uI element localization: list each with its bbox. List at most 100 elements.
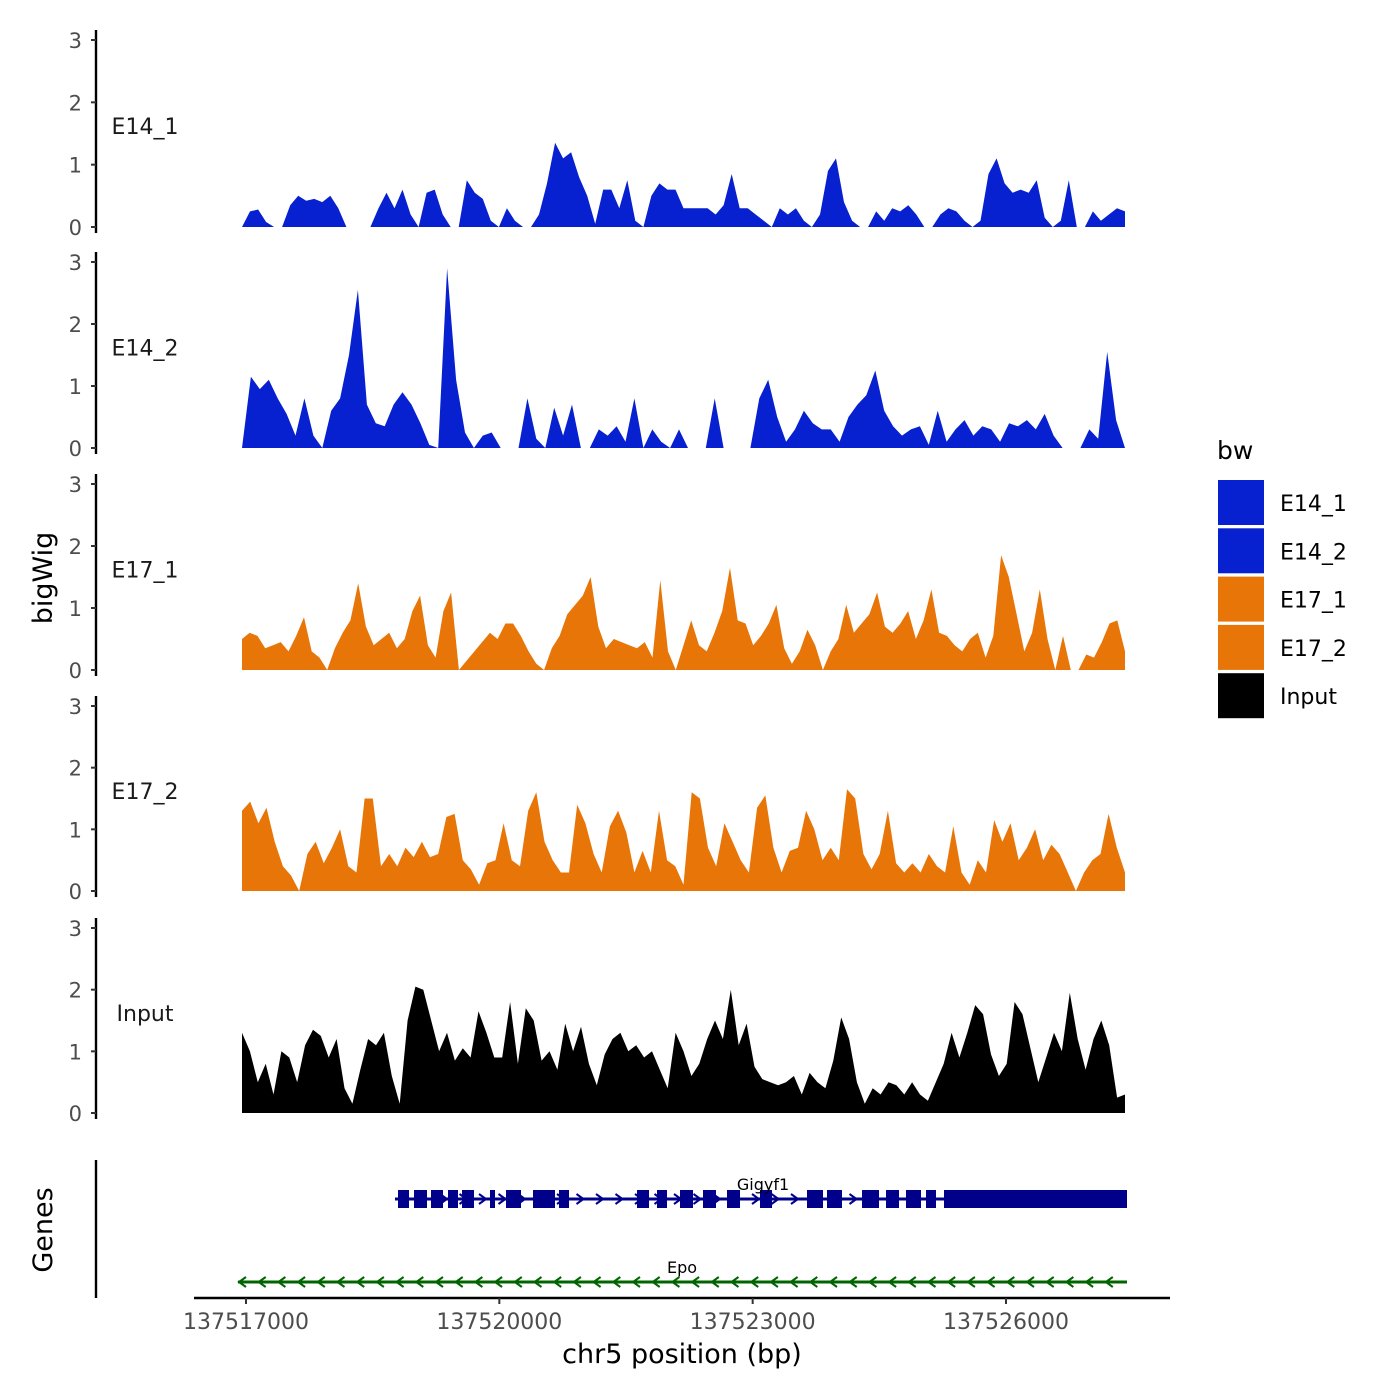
strand-arrow — [517, 1193, 527, 1205]
track-E17_2: 0 1 2 3 E17_2 — [69, 695, 1125, 904]
y-tick-label: 0 — [69, 437, 82, 461]
strand-arrow — [790, 1193, 800, 1205]
exon — [727, 1190, 740, 1208]
track-E14_2: 0 1 2 3 E14_2 — [69, 251, 1125, 461]
strand-arrow — [316, 1276, 326, 1288]
x-tick-label: 137523000 — [690, 1310, 816, 1335]
coverage-area-E14_2 — [242, 268, 1125, 448]
gene-name-Epo: Epo — [667, 1258, 697, 1277]
strand-arrow — [572, 1276, 582, 1288]
strand-arrow — [887, 1193, 898, 1205]
legend-key-E17_2 — [1218, 624, 1264, 670]
legend-label-E17_2: E17_2 — [1280, 637, 1347, 662]
strand-arrow — [434, 1276, 444, 1288]
legend-key-E17_1 — [1218, 576, 1264, 622]
strand-arrow — [710, 1276, 720, 1288]
track-name-label: Input — [117, 1002, 174, 1027]
strand-arrow — [552, 1276, 562, 1288]
strand-arrow — [595, 1193, 605, 1205]
strand-arrow — [631, 1276, 641, 1288]
strand-arrow — [473, 1276, 483, 1288]
strand-arrow — [493, 1276, 503, 1288]
x-axis-title: chr5 position (bp) — [562, 1339, 802, 1370]
strand-arrow — [670, 1276, 680, 1288]
strand-arrow — [692, 1193, 703, 1205]
strand-arrow — [926, 1193, 937, 1205]
strand-arrow — [985, 1276, 996, 1288]
coverage-area-E17_1 — [242, 555, 1125, 670]
track-name-label: E14_1 — [112, 115, 179, 140]
exon — [414, 1190, 427, 1208]
strand-arrow — [513, 1276, 523, 1288]
y-tick-label: 2 — [69, 535, 82, 559]
exon — [398, 1190, 409, 1208]
strand-arrow — [731, 1193, 742, 1205]
strand-arrow — [847, 1276, 858, 1288]
y-tick-label: 3 — [69, 917, 82, 941]
exon — [448, 1190, 458, 1208]
strand-arrow — [575, 1193, 586, 1205]
coverage-area-E17_2 — [242, 789, 1125, 891]
strand-arrow — [478, 1193, 488, 1205]
legend-key-E14_2 — [1218, 528, 1264, 574]
y-tick-label: 2 — [69, 979, 82, 1003]
strand-arrow — [1064, 1276, 1074, 1288]
strand-arrow — [1084, 1276, 1094, 1288]
strand-arrow — [907, 1193, 917, 1205]
strand-arrow — [868, 1193, 878, 1205]
strand-arrow — [1025, 1276, 1035, 1288]
strand-arrow — [335, 1276, 346, 1288]
exon — [760, 1190, 772, 1208]
legend-title: bw — [1217, 436, 1253, 465]
strand-arrow — [1104, 1276, 1114, 1288]
y-tick-label: 1 — [69, 818, 82, 842]
strand-arrow — [634, 1193, 644, 1205]
strand-arrow — [907, 1276, 917, 1288]
y-tick-label: 3 — [69, 473, 82, 497]
strand-arrow — [770, 1193, 781, 1205]
gene-Gigyf1: Gigyf1 — [395, 1175, 1127, 1208]
exon — [862, 1190, 879, 1208]
y-tick-label: 3 — [69, 695, 82, 719]
strand-arrow — [394, 1276, 405, 1288]
gene-track-label: Genes — [28, 1187, 59, 1272]
coverage-area-Input — [242, 986, 1125, 1113]
track-name-label: E17_1 — [112, 559, 179, 584]
exon — [703, 1190, 716, 1208]
legend-key-Input — [1218, 673, 1264, 719]
track-E14_1: 0 1 2 3 E14_1 — [69, 29, 1125, 240]
strand-arrow — [256, 1276, 267, 1288]
legend-key-E14_1 — [1218, 480, 1264, 525]
strand-arrow — [1044, 1276, 1055, 1288]
strand-arrow — [497, 1193, 508, 1205]
legend-label-E17_1: E17_1 — [1280, 589, 1347, 614]
exon — [944, 1190, 1127, 1208]
strand-arrow — [237, 1276, 247, 1288]
x-tick-label: 137520000 — [436, 1310, 562, 1335]
exon — [827, 1190, 842, 1208]
y-tick-label: 1 — [69, 154, 82, 178]
exon — [807, 1190, 823, 1208]
strand-arrow — [926, 1276, 937, 1288]
strand-arrow — [611, 1276, 621, 1288]
y-tick-label: 0 — [69, 216, 82, 240]
strand-arrow — [712, 1193, 722, 1205]
x-tick-label: 137526000 — [943, 1310, 1069, 1335]
strand-arrow — [439, 1193, 449, 1205]
x-tick-label: 137517000 — [183, 1310, 309, 1335]
y-tick-label: 0 — [69, 880, 82, 904]
legend-label-E14_1: E14_1 — [1280, 492, 1347, 517]
strand-arrow — [673, 1193, 683, 1205]
strand-arrow — [690, 1276, 700, 1288]
exon — [680, 1190, 693, 1208]
legend: bw E14_1 E14_2 E17_1 E17_2 Input — [1217, 436, 1347, 719]
tracks-layer: 0 1 2 3 E14_1 0 1 2 3 E14_2 0 1 2 3 E17_1 0 1 2 3 E17_2 0 1 2 3… — [69, 29, 1125, 1126]
strand-arrow — [1005, 1276, 1015, 1288]
strand-arrow — [556, 1193, 566, 1205]
y-tick-label: 1 — [69, 375, 82, 399]
y-tick-label: 3 — [69, 251, 82, 275]
strand-arrow — [828, 1276, 838, 1288]
strand-arrow — [419, 1193, 430, 1205]
gene-Epo: Epo — [237, 1258, 1127, 1288]
